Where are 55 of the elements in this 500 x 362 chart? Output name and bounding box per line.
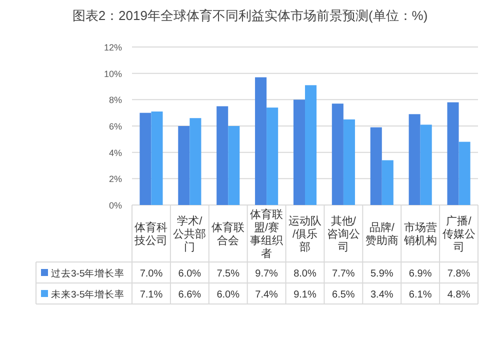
- data-label: 5.9%: [370, 268, 394, 280]
- bar: [408, 114, 420, 205]
- data-label: 7.1%: [140, 290, 163, 300]
- legend-label: 未来3-5年增长率: [51, 288, 125, 300]
- bar: [332, 104, 344, 205]
- bar: [140, 112, 152, 205]
- bar: [190, 118, 202, 205]
- data-label: 6.5%: [332, 290, 355, 300]
- bar: [255, 77, 267, 205]
- bar: [178, 126, 190, 205]
- data-label: 7.0%: [140, 268, 163, 280]
- data-label: 6.1%: [408, 290, 432, 300]
- x-tick-label: 市场营销机构: [402, 221, 437, 247]
- data-label: 9.7%: [255, 268, 278, 280]
- data-label: 6.6%: [178, 290, 202, 300]
- y-tick-label: 10%: [104, 68, 122, 79]
- y-tick-label: 6%: [108, 122, 122, 132]
- bar: [216, 106, 228, 205]
- x-tick-label: 其他/咨询公司: [326, 214, 360, 254]
- x-tick-label: 品牌/赞助商: [365, 222, 398, 247]
- y-tick-label: 0%: [108, 200, 122, 210]
- chart-title: 图表2：2019年全球体育不同利益实体市场前景预测(单位：%): [72, 8, 428, 23]
- x-tick-label: 体育联盟/赛事组织者: [250, 208, 284, 260]
- bar: [420, 124, 432, 205]
- bar: [305, 85, 317, 205]
- data-label: 7.8%: [447, 268, 470, 280]
- data-label: 9.1%: [294, 290, 317, 300]
- y-tick-label: 4%: [108, 148, 122, 158]
- data-label: 6.0%: [216, 290, 240, 300]
- bar: [293, 100, 305, 205]
- bar: [447, 102, 459, 205]
- y-tick-label: 12%: [104, 42, 122, 52]
- data-label: 6.0%: [178, 268, 202, 280]
- bar: [370, 127, 382, 205]
- bar: [228, 126, 240, 205]
- legend-label: 过去3-5年增长率: [51, 268, 125, 280]
- data-label: 3.4%: [370, 290, 394, 300]
- data-label: 8.0%: [294, 268, 317, 280]
- x-tick-label: 学术/公共部门: [173, 214, 206, 254]
- x-tick-label: 体育科技公司: [134, 221, 168, 247]
- data-label: 7.4%: [255, 290, 278, 300]
- data-label: 6.9%: [408, 268, 432, 280]
- bar: [382, 160, 394, 205]
- data-label: 7.5%: [216, 268, 240, 280]
- data-label: 4.8%: [447, 290, 470, 300]
- bar: [266, 108, 278, 205]
- x-tick-label: 体育联合会: [212, 221, 245, 247]
- bar: [151, 112, 163, 205]
- y-tick-label: 2%: [108, 174, 122, 184]
- data-label: 7.7%: [332, 268, 355, 280]
- y-tick-label: 8%: [108, 95, 122, 106]
- x-tick-label: 运动队/俱乐部: [288, 214, 322, 254]
- x-tick-label: 广播/传媒公司: [442, 214, 476, 254]
- bar: [343, 119, 355, 205]
- bar: [458, 142, 470, 205]
